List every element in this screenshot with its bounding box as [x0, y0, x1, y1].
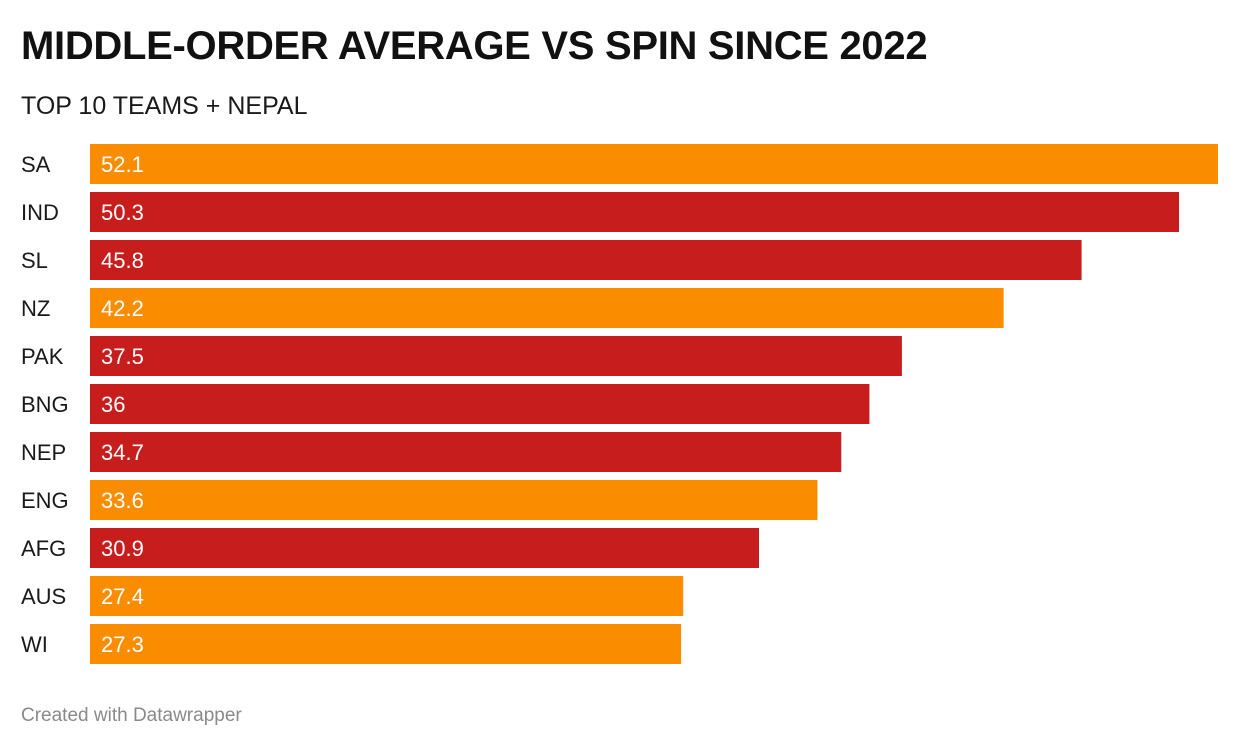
category-label-pak: PAK	[21, 344, 64, 369]
category-label-nz: NZ	[21, 296, 50, 321]
footer-credit[interactable]: Created with Datawrapper	[21, 705, 242, 726]
bar-bng[interactable]	[90, 384, 870, 424]
value-label-sa: 52.1	[101, 152, 144, 177]
bar-eng[interactable]	[90, 480, 818, 520]
bar-nep[interactable]	[90, 432, 842, 472]
value-label-ind: 50.3	[101, 200, 144, 225]
bar-nz[interactable]	[90, 288, 1004, 328]
value-label-aus: 27.4	[101, 584, 144, 609]
bar-sa[interactable]	[90, 144, 1218, 184]
bar-ind[interactable]	[90, 192, 1180, 232]
value-label-afg: 30.9	[101, 536, 144, 561]
chart-subtitle: TOP 10 TEAMS + NEPAL	[21, 92, 308, 120]
category-label-eng: ENG	[21, 488, 69, 513]
bar-aus[interactable]	[90, 576, 684, 616]
value-label-bng: 36	[101, 392, 125, 417]
category-label-sa: SA	[21, 152, 51, 177]
category-label-wi: WI	[21, 632, 48, 657]
category-label-sl: SL	[21, 248, 48, 273]
category-label-aus: AUS	[21, 584, 66, 609]
value-label-sl: 45.8	[101, 248, 144, 273]
bar-afg[interactable]	[90, 528, 760, 568]
category-label-afg: AFG	[21, 536, 66, 561]
bar-sl[interactable]	[90, 240, 1082, 280]
category-label-nep: NEP	[21, 440, 66, 465]
bar-wi[interactable]	[90, 624, 682, 664]
bar-pak[interactable]	[90, 336, 902, 376]
value-label-eng: 33.6	[101, 488, 144, 513]
chart-title: MIDDLE-ORDER AVERAGE VS SPIN SINCE 2022	[21, 24, 928, 68]
value-label-nz: 42.2	[101, 296, 144, 321]
value-label-wi: 27.3	[101, 632, 144, 657]
value-label-nep: 34.7	[101, 440, 144, 465]
value-label-pak: 37.5	[101, 344, 144, 369]
category-label-bng: BNG	[21, 392, 69, 417]
category-label-ind: IND	[21, 200, 59, 225]
